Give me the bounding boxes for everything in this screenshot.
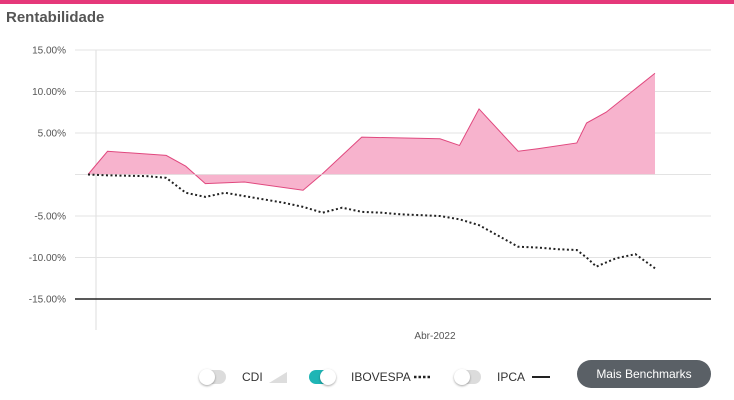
legend-label-cdi: CDI	[242, 370, 263, 384]
y-tick-label: -5.00%	[34, 212, 66, 223]
more-benchmarks-button[interactable]: Mais Benchmarks	[577, 360, 711, 388]
area-triangle-icon	[269, 372, 287, 383]
y-tick-label: 15.00%	[32, 46, 66, 57]
page-title: Rentabilidade	[6, 9, 105, 26]
cdi-toggle[interactable]	[199, 369, 226, 385]
ibovespa-toggle[interactable]	[309, 369, 336, 385]
return-line	[87, 72, 656, 191]
accent-top-bar	[0, 0, 734, 4]
legend-label-ibovespa: IBOVESPA	[351, 370, 411, 384]
ipca-toggle[interactable]	[454, 369, 481, 385]
toggle-knob	[320, 369, 336, 385]
ibovespa-line	[87, 173, 656, 270]
x-tick-label: Abr-2022	[414, 331, 456, 342]
return-area	[88, 73, 655, 191]
y-tick-label: 5.00%	[38, 129, 66, 140]
dotted-line-icon	[414, 375, 432, 379]
y-tick-label: -10.00%	[29, 253, 66, 264]
y-tick-label: 10.00%	[32, 87, 66, 98]
chart-legend: CDI IBOVESPA IPCA	[0, 360, 734, 394]
toggle-knob	[199, 369, 215, 385]
y-tick-label: -15.00%	[29, 295, 66, 306]
legend-label-ipca: IPCA	[497, 370, 526, 384]
solid-line-icon	[532, 376, 550, 378]
return-chart: 15.00% 10.00% 5.00% -5.00% -10.00% -15.00% Abr…	[29, 46, 711, 342]
toggle-knob	[454, 369, 470, 385]
